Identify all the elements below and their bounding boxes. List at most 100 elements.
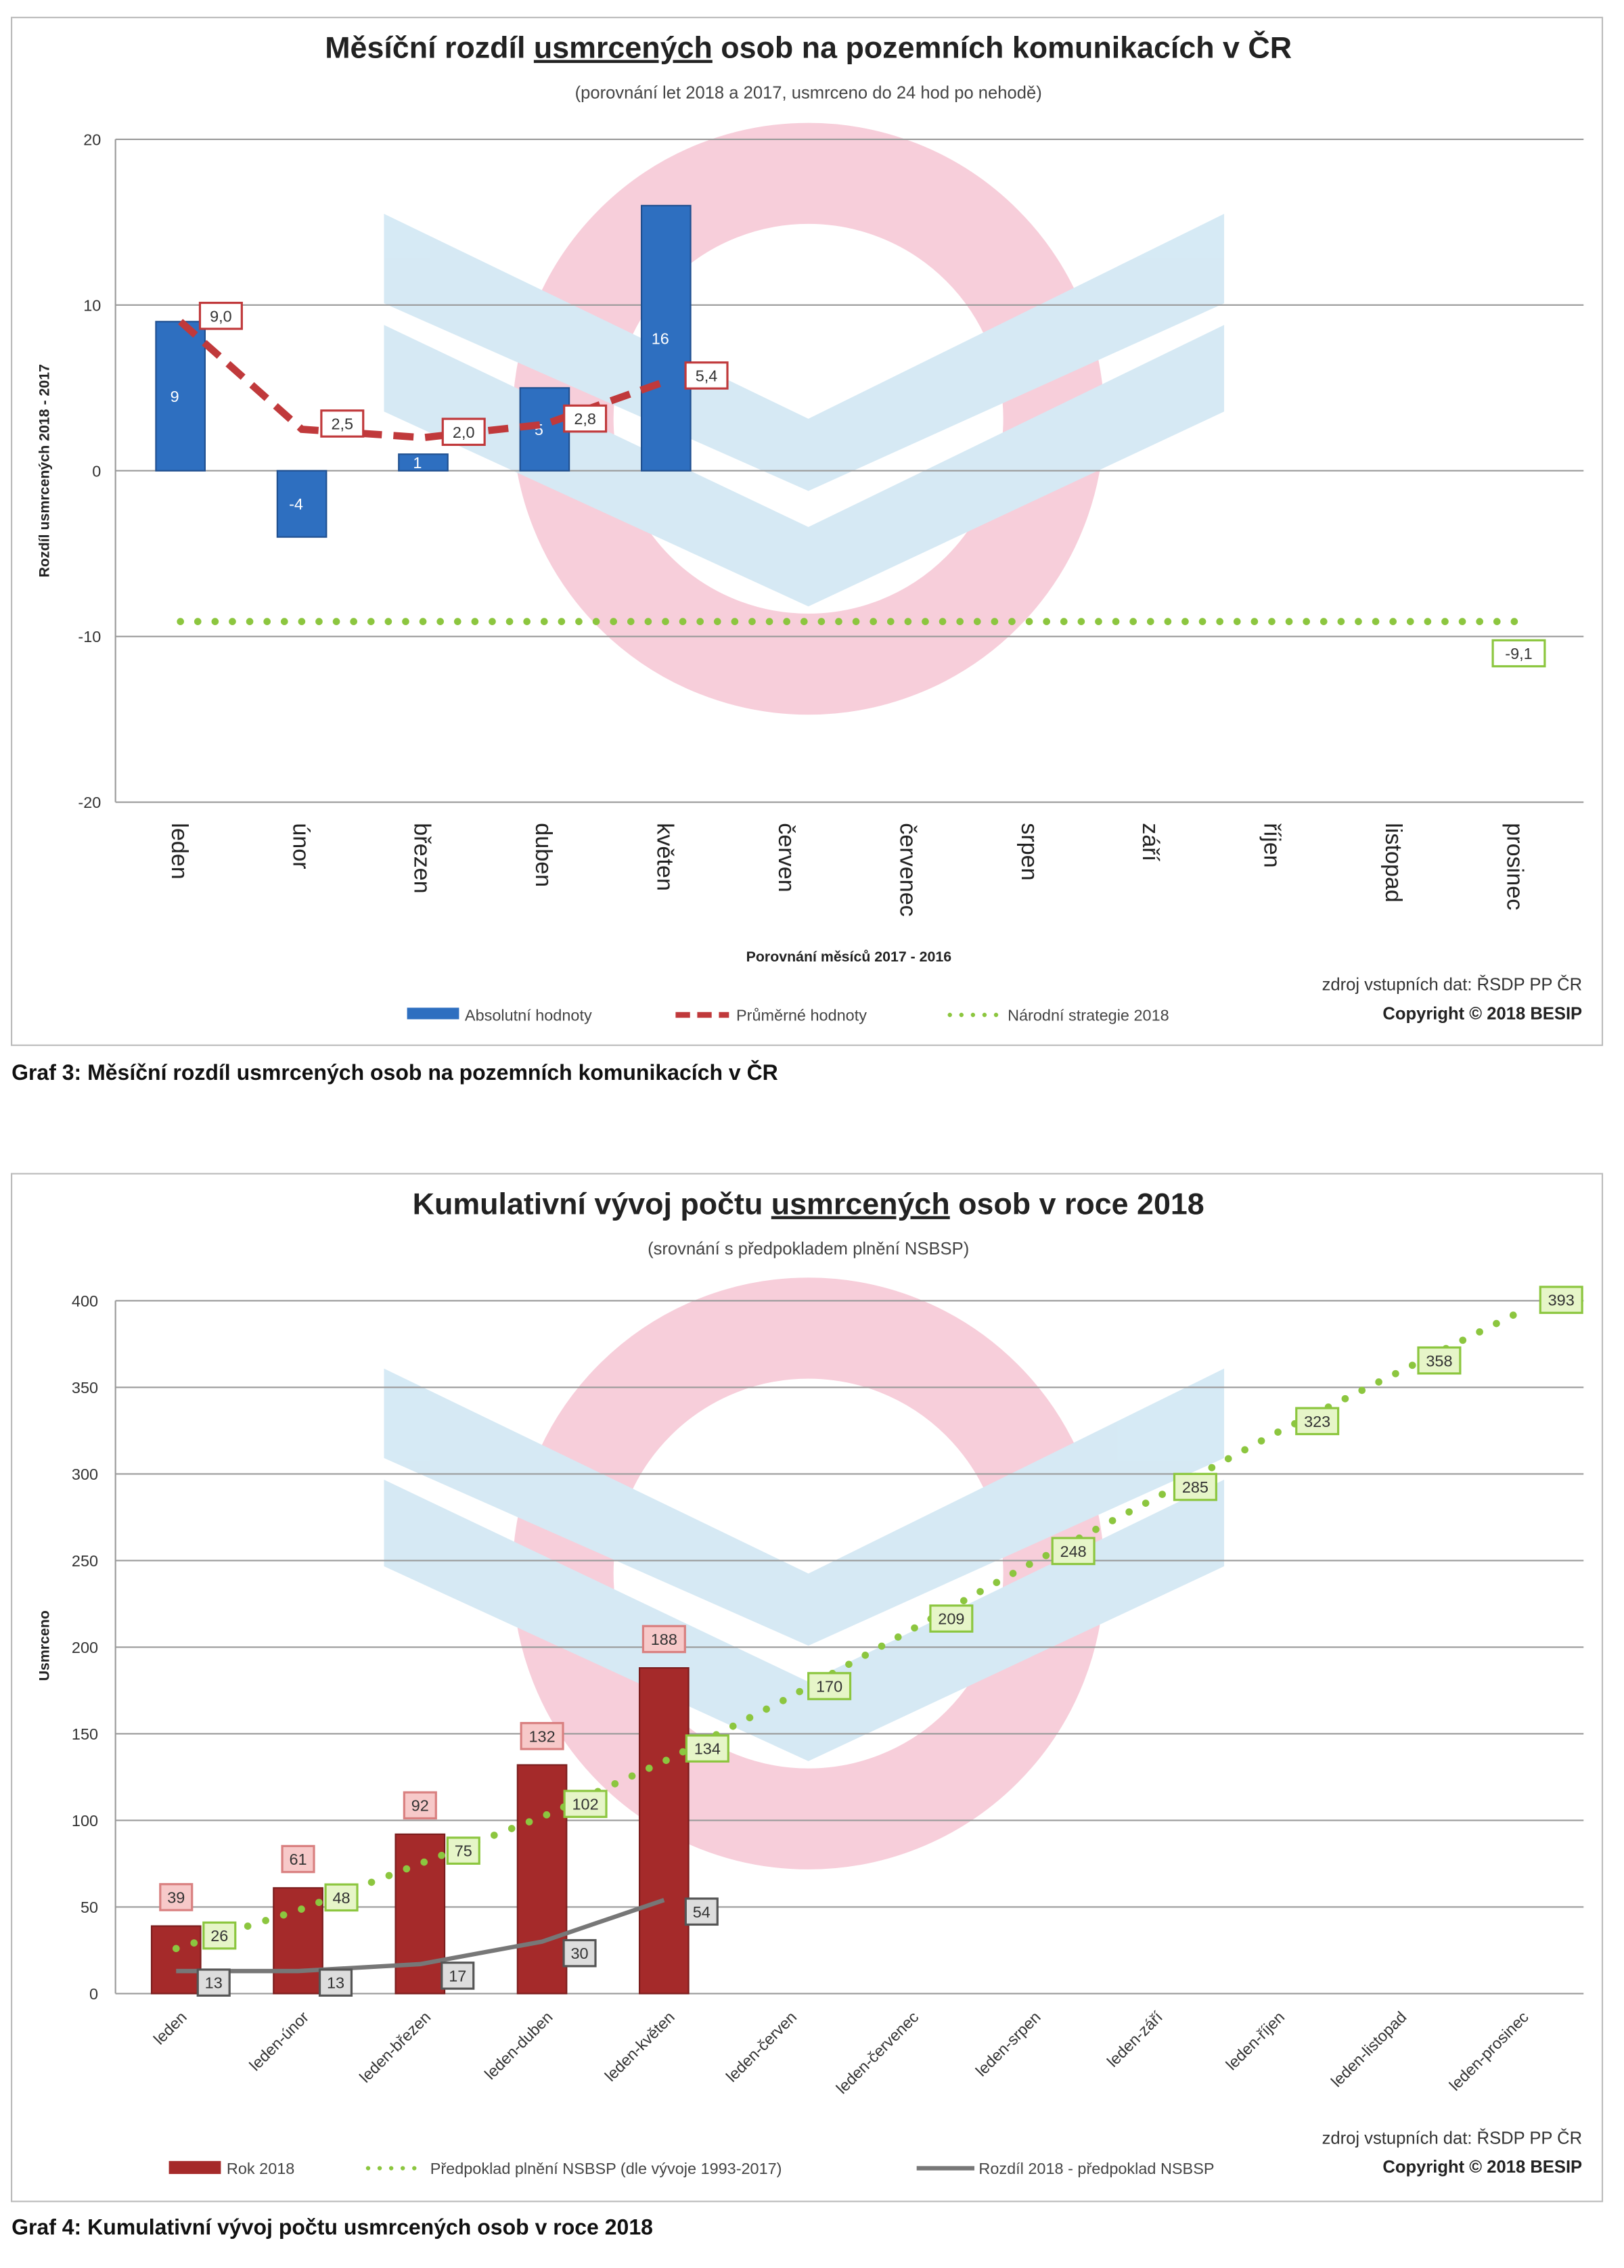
svg-text:102: 102 — [572, 1796, 598, 1813]
bar-label: 92 — [403, 1791, 437, 1820]
svg-text:17: 17 — [449, 1967, 466, 1984]
watermark-chevron — [384, 1479, 1225, 1761]
copyright-note: Copyright © 2018 BESIP — [1382, 2158, 1582, 2177]
forecast-label: 393 — [1539, 1286, 1583, 1314]
bar — [276, 470, 328, 538]
forecast-label: 248 — [1051, 1537, 1096, 1566]
y-axis-title: Usmrceno — [37, 1610, 53, 1681]
bar-label: 16 — [652, 330, 669, 347]
bar — [273, 1887, 323, 1995]
source-note: zdroj vstupních dat: ŘSDP PP ČR — [1322, 2128, 1583, 2148]
svg-text:2,5: 2,5 — [332, 415, 354, 433]
average-label: 5,4 — [684, 361, 729, 390]
svg-text:39: 39 — [167, 1888, 185, 1906]
x-tick-label: prosinec — [1502, 823, 1527, 910]
svg-text:75: 75 — [455, 1842, 472, 1860]
average-label: 9,0 — [198, 301, 243, 330]
svg-text:2,8: 2,8 — [574, 410, 596, 428]
besip-watermark — [384, 1277, 1225, 1869]
bar — [394, 1833, 446, 1995]
svg-text:358: 358 — [1426, 1352, 1452, 1369]
source-note: zdroj vstupních dat: ŘSDP PP ČR — [1322, 975, 1583, 995]
x-tick-label: duben — [531, 823, 556, 887]
forecast-label: 323 — [1295, 1407, 1340, 1436]
svg-text:248: 248 — [1060, 1543, 1087, 1560]
svg-text:5,4: 5,4 — [696, 367, 718, 384]
chart-subtitle: (srovnání s předpokladem plnění NSBSP) — [648, 1240, 969, 1258]
y-tick-label: 250 — [72, 1552, 98, 1570]
forecast-line — [172, 1309, 1522, 1953]
svg-text:54: 54 — [693, 1903, 710, 1921]
forecast-label: 102 — [563, 1790, 608, 1818]
y-tick-label: 350 — [72, 1379, 98, 1397]
svg-text:9,0: 9,0 — [210, 307, 232, 325]
legend-label: Národní strategie 2018 — [1008, 1007, 1169, 1024]
legend-label: Rok 2018 — [227, 2160, 294, 2177]
figure-caption: Graf 3: Měsíční rozdíl usmrcených osob n… — [12, 1060, 778, 1085]
svg-text:170: 170 — [816, 1678, 842, 1696]
watermark-chevron — [384, 1368, 1225, 1646]
svg-text:61: 61 — [289, 1851, 307, 1868]
y-tick-label: 50 — [81, 1899, 98, 1916]
bar — [150, 1925, 202, 1995]
y-tick-label: -10 — [78, 628, 101, 645]
svg-text:134: 134 — [694, 1740, 721, 1758]
chart-monthly-difference: Měsíční rozdíl usmrcených osob na pozemn… — [11, 16, 1604, 1085]
svg-text:209: 209 — [938, 1610, 964, 1628]
chart-subtitle: (porovnání let 2018 a 2017, usmrceno do … — [575, 83, 1042, 102]
bar-label: 188 — [641, 1625, 686, 1654]
forecast-label: 75 — [446, 1836, 480, 1865]
x-tick-label: únor — [288, 823, 313, 869]
svg-text:48: 48 — [332, 1889, 350, 1907]
chart-cumulative: Kumulativní vývoj počtu usmrcených osob … — [11, 1173, 1604, 2240]
bar-label: 39 — [159, 1883, 194, 1911]
difference-label: 54 — [684, 1897, 719, 1926]
forecast-label: 209 — [929, 1604, 974, 1633]
x-tick-label: leden — [166, 823, 192, 880]
copyright-note: Copyright © 2018 BESIP — [1382, 1004, 1582, 1023]
forecast-label: 170 — [807, 1672, 852, 1700]
legend-swatch-bar — [168, 2160, 221, 2175]
bar — [516, 1764, 568, 1995]
x-tick-label: srpen — [1016, 823, 1042, 880]
difference-label: 13 — [318, 1968, 353, 1997]
difference-label: 17 — [441, 1961, 475, 1990]
bar — [398, 453, 449, 472]
legend-label: Předpoklad plnění NSBSP (dle vývoje 1993… — [430, 2160, 782, 2177]
svg-text:2,0: 2,0 — [453, 424, 475, 441]
legend-label: Rozdíl 2018 - předpoklad NSBSP — [978, 2160, 1214, 2177]
difference-label: 13 — [196, 1968, 231, 1997]
y-tick-label: 0 — [89, 1985, 98, 2003]
x-tick-label: červen — [773, 823, 799, 892]
forecast-label: 48 — [324, 1883, 359, 1912]
x-tick-label: květen — [652, 823, 678, 891]
svg-text:188: 188 — [651, 1631, 677, 1648]
difference-label: 30 — [562, 1938, 597, 1968]
difference-line — [176, 1898, 665, 1974]
bar-label: -4 — [289, 495, 303, 513]
svg-text:26: 26 — [210, 1927, 228, 1945]
bar — [640, 204, 692, 472]
average-label: 2,0 — [441, 417, 486, 447]
x-tick-label: říjen — [1259, 823, 1285, 867]
average-label: 2,5 — [320, 409, 365, 438]
chart-title: Kumulativní vývoj počtu usmrcených osob … — [413, 1187, 1204, 1221]
bar-label: 61 — [281, 1844, 315, 1874]
forecast-label: 134 — [685, 1734, 729, 1763]
x-axis-title: Porovnání měsíců 2017 - 2016 — [746, 949, 952, 965]
y-tick-label: 0 — [92, 462, 101, 480]
svg-text:323: 323 — [1304, 1413, 1330, 1430]
y-tick-label: 10 — [83, 296, 101, 314]
bar-label: 132 — [520, 1722, 564, 1750]
y-tick-label: 400 — [72, 1292, 98, 1310]
legend-label: Průměrné hodnoty — [736, 1007, 867, 1024]
svg-text:393: 393 — [1548, 1292, 1575, 1309]
x-tick-label: červenec — [895, 823, 920, 916]
average-label: 2,8 — [563, 404, 608, 433]
svg-text:285: 285 — [1182, 1478, 1209, 1496]
strategy-label: -9,1 — [1491, 639, 1546, 668]
bar — [155, 321, 206, 472]
legend-label: Absolutní hodnoty — [465, 1007, 592, 1024]
svg-text:92: 92 — [411, 1797, 429, 1815]
